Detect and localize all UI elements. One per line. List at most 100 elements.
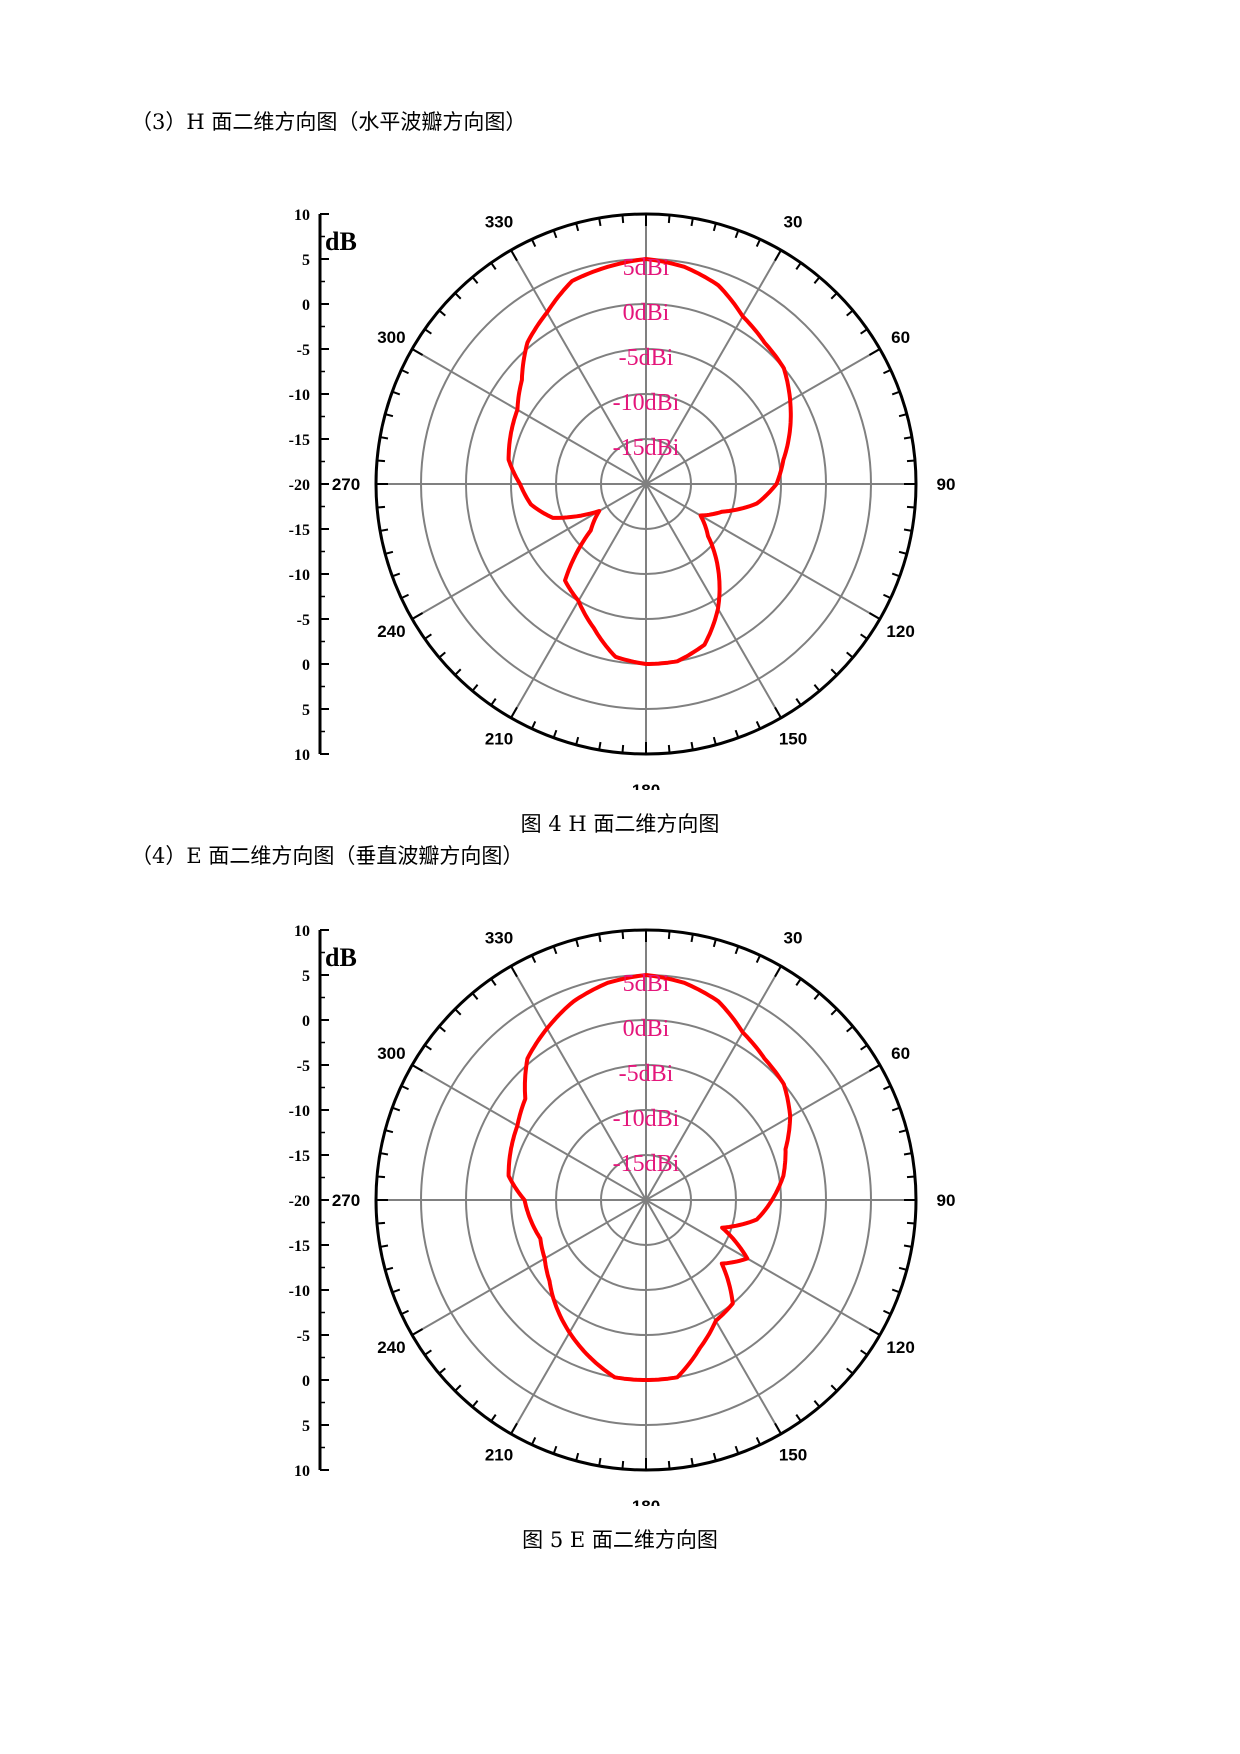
angle-tick: [891, 572, 901, 578]
angle-tick: [898, 413, 908, 418]
angle-tick: [813, 992, 821, 1000]
angle-tick: [774, 1422, 782, 1435]
angle-tick: [376, 1221, 386, 1225]
db-scale-label: -10: [289, 387, 310, 404]
grid-spoke: [411, 348, 647, 485]
grid-spoke: [645, 249, 782, 485]
angle-tick: [755, 721, 762, 730]
angle-tick: [846, 1367, 854, 1375]
angle-tick: [379, 1152, 389, 1156]
angle-tick: [621, 214, 625, 224]
angle-tick: [575, 1452, 580, 1462]
angle-tick: [454, 668, 462, 676]
db-scale-label: 5: [302, 1418, 310, 1435]
angle-tick: [846, 651, 854, 659]
angle-tick: [830, 292, 838, 300]
pattern-curve: [506, 257, 793, 666]
angle-tick: [376, 505, 386, 509]
db-scale-label: 10: [294, 207, 310, 224]
db-scale-label: -5: [297, 612, 310, 629]
angle-tick: [906, 1175, 916, 1179]
e-plane-polar-chart: 5dBi 0dBi -5dBi -10dBi -15dBi 330 30 300 60 270 90…: [240, 906, 1000, 1516]
angle-tick: [530, 721, 537, 730]
angle-tick: [795, 262, 802, 270]
angle-tick: [795, 698, 802, 706]
angle-tick: [621, 930, 625, 940]
angle-tick: [379, 528, 389, 532]
angle-tick: [906, 459, 916, 463]
angle-tick: [454, 292, 462, 300]
h-plane-polar-chart: 5dBi 0dBi -5dBi -10dBi -15dBi 330 30 300 60 270 90…: [240, 190, 1000, 800]
angle-tick: [530, 238, 537, 247]
db-scale-label: 0: [302, 1373, 310, 1390]
angle-tick: [575, 736, 580, 746]
angle-tick: [906, 505, 916, 509]
ring-label: -5dBi: [619, 1061, 674, 1087]
db-scale-label: 5: [302, 968, 310, 985]
ring-label: -15dBi: [613, 435, 680, 461]
angle-tick: [598, 933, 602, 943]
angle-label: 240: [377, 1338, 405, 1357]
grid-spoke: [510, 1199, 647, 1435]
angle-tick: [400, 1084, 409, 1091]
angle-label: 210: [485, 1446, 513, 1465]
figure-caption-h-plane: 图 4 H 面二维方向图: [520, 812, 720, 836]
angle-tick: [868, 612, 881, 620]
angle-tick: [734, 945, 740, 955]
angle-tick: [411, 348, 424, 356]
angle-tick: [454, 1384, 462, 1392]
angle-tick: [774, 706, 782, 719]
grid-spoke: [411, 483, 647, 620]
angle-tick: [598, 1457, 602, 1467]
angle-label: 180: [632, 1497, 660, 1506]
db-scale-label: -10: [289, 1283, 310, 1300]
angle-label: 90: [937, 1191, 956, 1210]
angle-tick: [424, 633, 432, 640]
angle-tick: [552, 229, 558, 239]
angle-label: 60: [891, 328, 910, 347]
angle-tick: [830, 1384, 838, 1392]
angle-tick: [813, 684, 821, 692]
angle-tick: [734, 729, 740, 739]
angle-tick: [400, 368, 409, 375]
angle-tick: [411, 1064, 424, 1072]
db-scale-label: -15: [289, 1238, 310, 1255]
angle-tick: [575, 222, 580, 232]
angle-tick: [883, 1309, 892, 1316]
angle-tick: [598, 217, 602, 227]
angle-tick: [903, 528, 913, 532]
ring-label: -5dBi: [619, 345, 674, 371]
db-scale-label: 5: [302, 252, 310, 269]
angle-tick: [411, 612, 424, 620]
db-scale-label: -20: [289, 477, 310, 494]
angle-tick: [411, 1328, 424, 1336]
angle-label: 270: [332, 1191, 360, 1210]
ring-label: -15dBi: [613, 1151, 680, 1177]
grid-spoke: [645, 483, 782, 719]
angle-tick: [868, 348, 881, 356]
section-heading-e-plane: （4）E 面二维方向图（垂直波瓣方向图）: [131, 844, 524, 868]
angle-tick: [376, 1175, 386, 1179]
angle-tick: [868, 1064, 881, 1072]
angle-tick: [734, 229, 740, 239]
db-scale-label: -15: [289, 1148, 310, 1165]
angle-tick: [391, 390, 401, 396]
angle-tick: [438, 1025, 446, 1033]
angle-label: 330: [485, 928, 513, 947]
grid-spoke: [411, 1199, 647, 1336]
angle-tick: [490, 1414, 497, 1422]
angle-tick: [860, 633, 868, 640]
angle-tick: [795, 1414, 802, 1422]
db-unit-label: dB: [325, 227, 357, 256]
angle-tick: [438, 651, 446, 659]
angle-tick: [667, 214, 671, 224]
db-scale-label: 10: [294, 747, 310, 764]
grid-spoke: [645, 1199, 782, 1435]
angle-tick: [891, 390, 901, 396]
angle-tick: [712, 938, 717, 948]
angle-tick: [384, 1129, 394, 1134]
angle-tick: [891, 1288, 901, 1294]
angle-label: 150: [779, 1446, 807, 1465]
angle-tick: [846, 1025, 854, 1033]
grid-spoke: [645, 1199, 881, 1336]
